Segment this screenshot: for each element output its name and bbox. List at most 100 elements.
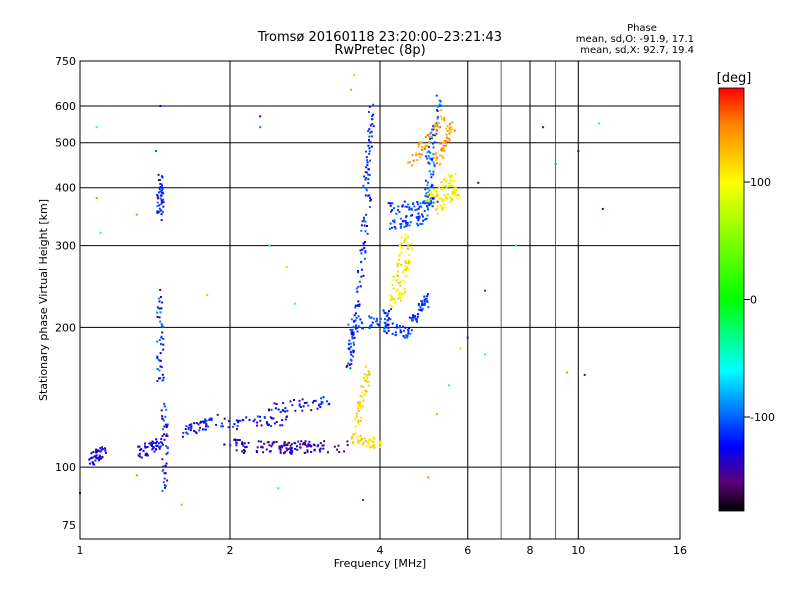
scatter-point xyxy=(229,466,231,469)
trace-point xyxy=(256,421,259,424)
trace-point xyxy=(158,187,161,190)
trace-point xyxy=(159,179,162,181)
trace-point xyxy=(349,328,352,331)
trace-point xyxy=(373,444,376,446)
trace-point xyxy=(400,264,403,266)
trace-point xyxy=(404,239,406,242)
trace-point xyxy=(148,442,151,445)
trace-point xyxy=(365,213,368,216)
trace-point xyxy=(452,189,455,192)
trace-point xyxy=(398,326,401,329)
trace-point xyxy=(158,210,161,213)
trace-point xyxy=(397,282,400,285)
trace-point xyxy=(161,443,164,446)
trace-point xyxy=(158,339,161,341)
trace-point xyxy=(162,205,165,208)
trace-point xyxy=(181,435,184,438)
trace-point xyxy=(397,209,400,212)
trace-point xyxy=(361,391,364,394)
trace-point xyxy=(407,332,410,335)
trace-point xyxy=(298,404,301,407)
trace-point xyxy=(260,445,263,448)
trace-point xyxy=(428,146,431,148)
x-axis-label: Frequency [MHz] xyxy=(334,557,426,570)
trace-point xyxy=(159,445,162,448)
trace-point xyxy=(357,442,360,445)
trace-point xyxy=(428,141,431,143)
trace-point xyxy=(205,423,208,426)
trace-point xyxy=(437,212,439,215)
trace-point xyxy=(221,425,224,428)
trace-point xyxy=(271,442,274,445)
trace-point xyxy=(379,440,382,443)
trace-point xyxy=(93,455,96,458)
trace-point xyxy=(390,308,392,311)
trace-point xyxy=(235,441,238,444)
trace-point xyxy=(427,191,430,194)
trace-point xyxy=(161,373,164,376)
trace-point xyxy=(197,423,200,426)
trace-point xyxy=(439,100,442,103)
trace-point xyxy=(248,419,251,421)
trace-point xyxy=(419,156,422,159)
trace-point xyxy=(357,285,360,288)
trace-point xyxy=(267,441,270,444)
trace-point xyxy=(366,232,369,235)
trace-point xyxy=(434,201,437,204)
trace-point xyxy=(163,402,166,405)
trace-point xyxy=(430,192,432,195)
trace-point xyxy=(365,150,367,153)
trace-point xyxy=(403,200,406,203)
trace-point xyxy=(441,185,444,188)
trace-point xyxy=(386,319,389,322)
trace-point xyxy=(352,351,355,354)
trace-point xyxy=(310,409,313,412)
trace-point xyxy=(407,243,410,246)
trace-point xyxy=(369,124,372,127)
trace-point xyxy=(430,135,433,138)
trace-point xyxy=(452,192,455,195)
x-tick-label: 6 xyxy=(464,544,471,557)
trace-point xyxy=(409,332,412,335)
trace-point xyxy=(442,188,445,191)
trace-point xyxy=(399,223,402,225)
y-tick-label: 75 xyxy=(62,519,76,532)
trace-point xyxy=(243,442,246,445)
trace-point xyxy=(299,406,302,408)
trace-point xyxy=(426,187,429,190)
trace-point xyxy=(413,205,416,208)
trace-point xyxy=(316,445,319,448)
trace-point xyxy=(421,213,423,216)
trace-point xyxy=(448,132,451,135)
trace-point xyxy=(444,199,447,202)
trace-point xyxy=(433,124,436,127)
trace-point xyxy=(157,306,160,309)
trace-point xyxy=(386,323,389,326)
trace-point xyxy=(368,373,371,376)
trace-point xyxy=(357,325,360,328)
trace-point xyxy=(193,430,196,432)
trace-point xyxy=(306,445,309,448)
trace-point xyxy=(368,152,371,155)
trace-point xyxy=(322,444,325,447)
trace-point xyxy=(306,450,309,453)
trace-point xyxy=(285,416,288,418)
scatter-point xyxy=(566,371,569,374)
trace-point xyxy=(153,450,156,453)
trace-point xyxy=(367,130,370,133)
trace-point xyxy=(360,252,363,255)
trace-point xyxy=(382,309,385,312)
trace-point xyxy=(368,147,371,150)
trace-point xyxy=(323,440,326,443)
trace-point xyxy=(373,446,376,449)
trace-point xyxy=(421,300,424,303)
trace-point xyxy=(223,417,226,420)
trace-point xyxy=(186,432,189,435)
trace-point xyxy=(100,448,103,451)
trace-point xyxy=(289,451,291,454)
trace-point xyxy=(314,399,317,402)
trace-point xyxy=(160,219,163,222)
trace-point xyxy=(370,198,372,201)
trace-point xyxy=(158,297,161,300)
trace-point xyxy=(354,327,357,330)
